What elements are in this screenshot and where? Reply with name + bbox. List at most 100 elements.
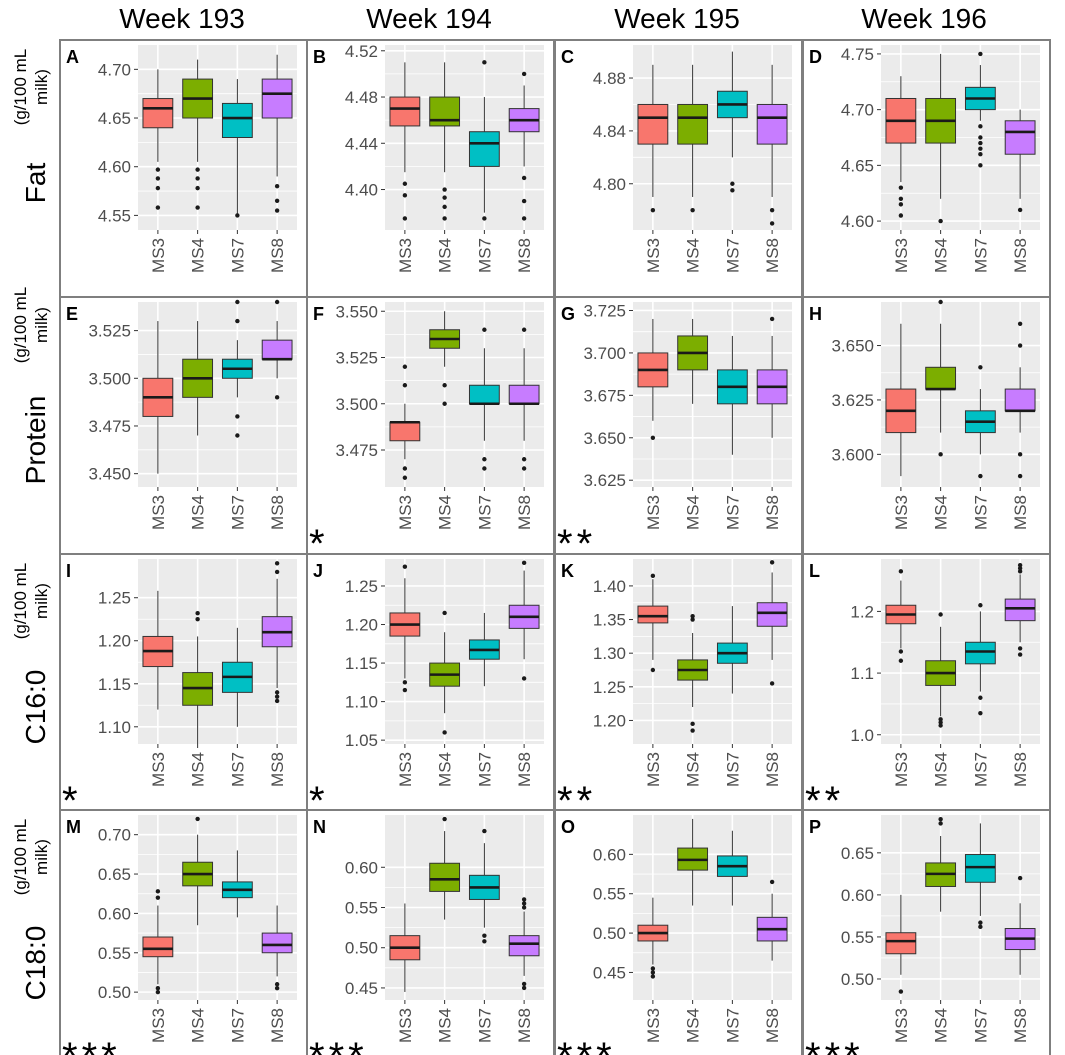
panel-h-ms8-outlier: [1017, 452, 1023, 457]
panel-n-y-tick-label: 0.50: [345, 939, 378, 958]
panel-n-ms8-outlier: [521, 985, 527, 991]
panel-m-ms8-box: [261, 932, 293, 954]
panel-f-ms4-outlier: [442, 383, 447, 388]
column-header-week-193: Week 193: [119, 3, 245, 34]
panel-i-ms8-outlier: [274, 694, 280, 699]
panel-i-y-tick-label: 1.20: [98, 632, 131, 651]
panel-m-y-tick-label: 0.70: [98, 826, 131, 845]
panel-a-ms3-outlier: [155, 167, 161, 172]
panel-a-ms8-box: [261, 78, 293, 119]
panel-p-x-tick-label: MS4: [932, 1008, 951, 1043]
panel-j-y-tick-label: 1.05: [345, 731, 378, 750]
row-label-c18-name: C18:0: [20, 926, 51, 1001]
panel-m: 0.50 0.55 0.60 0.65 0.70 MS3 MS4 MS7 MS8 M ***: [59, 809, 308, 1055]
panel-i-ms8-outlier: [274, 698, 280, 704]
panel-a-x-tick-label: MS3: [149, 238, 168, 273]
panel-f-x-tick-label: MS8: [515, 495, 534, 530]
panel-k-ms4-outlier: [690, 613, 695, 619]
panel-i-ms4-outlier: [195, 611, 200, 616]
panel-h-ms8-outlier: [1017, 321, 1023, 326]
panel-j-ms4-outlier: [442, 610, 447, 616]
row-label-c16: C16:0 (g/100 mL milk): [11, 563, 51, 745]
panel-k-y-tick-label: 1.25: [593, 678, 626, 697]
panel-o-significance: ***: [557, 1035, 616, 1055]
panel-e-x-tick-label: MS7: [228, 495, 247, 530]
panel-a-ms4-outlier: [195, 176, 200, 181]
panel-d-ms7-outlier: [978, 163, 983, 168]
row-label-protein-unit-2: milk): [32, 307, 51, 343]
panel-b-y-tick-label: 4.40: [345, 181, 378, 200]
panel-g-letter: G: [561, 304, 575, 324]
panel-h-ms7-outlier: [978, 365, 983, 370]
panel-n-x-tick-label: MS4: [436, 1008, 455, 1043]
panel-n: 0.45 0.50 0.55 0.60 MS3 MS4 MS7 MS8 N ***: [306, 809, 555, 1055]
panel-n-y-tick-label: 0.45: [345, 979, 378, 998]
panel-h-ms4-outlier: [938, 299, 943, 305]
panel-p: 0.50 0.55 0.60 0.65 MS3 MS4 MS7 MS8 P ***: [802, 809, 1051, 1055]
row-label-c16-name: C16:0: [20, 670, 51, 745]
panel-i-x-tick-label: MS4: [189, 752, 208, 787]
panel-h-x-tick-label: MS7: [971, 495, 990, 530]
panel-g-y-tick-label: 3.675: [583, 386, 626, 405]
panel-l-ms4-outlier: [938, 717, 943, 722]
panel-l-plot-area: [881, 559, 1040, 744]
panel-c-ms8-outlier: [769, 207, 775, 213]
panel-p-significance: ***: [805, 1035, 864, 1055]
panel-a-ms3-outlier: [155, 205, 161, 210]
panel-a-y-tick-label: 4.65: [98, 109, 131, 128]
panel-n-ms8-outlier: [521, 981, 527, 987]
panel-f-ms8-outlier: [521, 457, 527, 462]
panel-m-plot-area: [138, 815, 297, 1000]
panel-a-y-tick-label: 4.70: [98, 60, 131, 79]
panel-n-ms4-box: [429, 862, 461, 892]
panel-p-letter: P: [809, 817, 821, 837]
panel-m-ms8-outlier: [274, 982, 280, 987]
panel-o-x-tick-label: MS7: [723, 1008, 742, 1043]
panel-j-ms3-outlier: [402, 564, 408, 569]
panel-n-ms7-outlier: [482, 939, 487, 944]
column-header-week-195: Week 195: [614, 3, 740, 34]
panel-h-ms4-outlier: [938, 452, 943, 457]
panel-i-letter: I: [66, 561, 71, 581]
panel-f-y-tick-label: 3.500: [335, 395, 378, 414]
panel-l-ms3-outlier: [898, 649, 904, 654]
panel-d-ms7-outlier: [978, 124, 983, 129]
panel-k-letter: K: [561, 561, 574, 581]
panel-o-y-tick-label: 0.60: [593, 845, 626, 864]
panel-j-ms8-outlier: [521, 676, 527, 681]
panel-i-y-tick-label: 1.10: [98, 718, 131, 737]
panel-p-ms3-box: [885, 932, 917, 955]
panel-m-letter: M: [66, 817, 81, 837]
panel-b-ms8-outlier: [521, 175, 527, 181]
panel-c: 4.80 4.84 4.88 MS3 MS4 MS7 MS8 C: [554, 39, 803, 298]
panel-k-y-tick-label: 1.35: [593, 611, 626, 630]
panel-o-y-tick-label: 0.55: [593, 885, 626, 904]
row-label-c16-unit-2: milk): [32, 583, 51, 619]
panel-l-ms8-outlier: [1017, 566, 1023, 571]
panel-m-ms3-outlier: [155, 889, 161, 894]
panel-b-ms4-outlier: [442, 216, 447, 221]
row-labels: Fat (g/100 mL milk) Protein (g/100 mL mi…: [11, 49, 51, 1001]
panel-d-ms8-box: [1004, 120, 1036, 155]
panel-m-ms3-outlier: [155, 989, 161, 995]
panel-f-ms7-outlier: [482, 327, 487, 332]
panel-n-significance: ***: [309, 1035, 368, 1055]
panel-e-ms8-outlier: [274, 395, 280, 400]
panel-c-x-tick-label: MS3: [644, 238, 663, 273]
panel-l-ms3-outlier: [898, 569, 904, 574]
panel-d-ms3-outlier: [898, 213, 904, 218]
panel-k-y-tick-label: 1.40: [593, 577, 626, 596]
panel-l-ms4-outlier: [938, 723, 943, 728]
panel-n-ms7-outlier: [482, 828, 487, 834]
panel-f-x-tick-label: MS4: [436, 495, 455, 530]
panel-m-ms4-outlier: [195, 816, 200, 822]
panel-i-ms4-outlier: [195, 617, 200, 622]
panel-j-ms3-outlier: [402, 680, 408, 685]
panel-i-x-tick-label: MS8: [268, 752, 287, 787]
panel-n-ms7-outlier: [482, 933, 487, 938]
panel-k-x-tick-label: MS3: [644, 752, 663, 787]
panel-a-ms3-outlier: [155, 185, 161, 191]
row-label-fat-name: Fat: [20, 163, 51, 204]
